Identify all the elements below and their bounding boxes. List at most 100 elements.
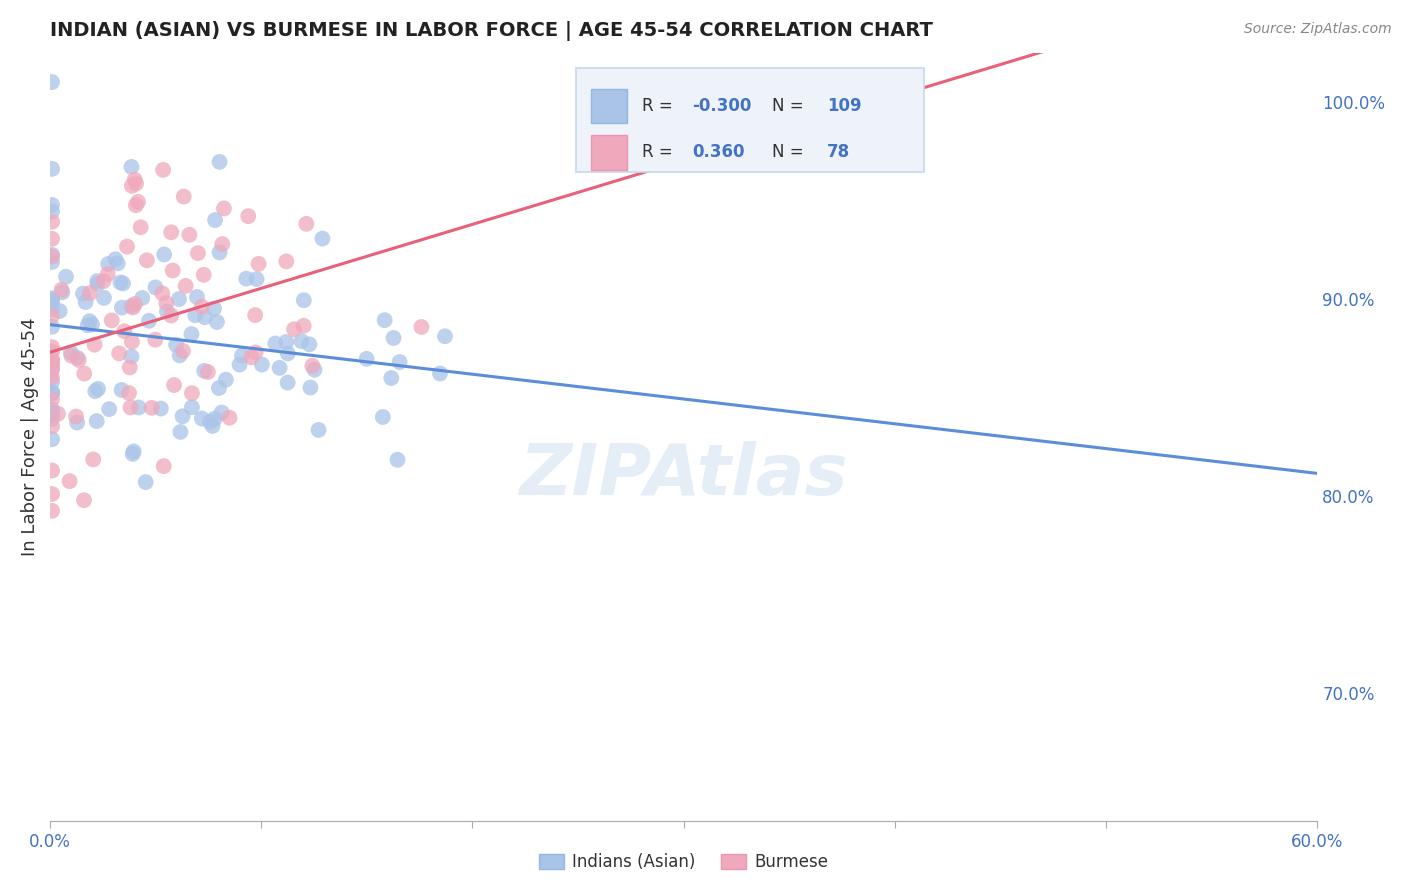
Point [41, 319, 63, 334]
Point [60, 349, 83, 363]
Point [41, 386, 63, 401]
Point [46, 407, 69, 421]
Point [98, 402, 121, 417]
Point [41, 161, 63, 176]
Point [197, 365, 219, 379]
Point [208, 245, 231, 260]
Point [115, 239, 138, 253]
Text: INDIAN (ASIAN) VS BURMESE IN LABOR FORCE | AGE 45-54 CORRELATION CHART: INDIAN (ASIAN) VS BURMESE IN LABOR FORCE… [51, 21, 932, 41]
Point [388, 355, 411, 369]
Point [153, 247, 176, 261]
Point [93, 274, 115, 288]
Point [194, 310, 217, 325]
Point [172, 409, 194, 424]
Text: 0.360: 0.360 [693, 144, 745, 161]
Point [107, 256, 129, 270]
Point [160, 225, 183, 239]
Point [66, 416, 89, 430]
Point [162, 263, 184, 277]
FancyBboxPatch shape [591, 136, 627, 169]
Point [41, 248, 63, 262]
Point [41, 355, 63, 369]
Point [73, 367, 96, 381]
Point [371, 410, 394, 425]
Point [124, 297, 146, 311]
Point [231, 349, 253, 363]
Point [121, 447, 143, 461]
Point [41, 402, 63, 417]
Point [118, 386, 141, 401]
Point [218, 410, 240, 425]
Point [245, 272, 267, 286]
Point [215, 373, 238, 387]
Point [245, 345, 267, 359]
Point [434, 329, 457, 343]
Point [181, 386, 204, 401]
Point [41, 302, 63, 317]
Point [41, 385, 63, 400]
Point [149, 401, 172, 416]
Point [80, 318, 103, 332]
Point [205, 315, 228, 329]
Point [41, 215, 63, 229]
Point [191, 300, 214, 314]
Point [41, 250, 63, 264]
Point [235, 271, 257, 285]
Point [180, 327, 202, 342]
Point [290, 334, 312, 348]
Point [193, 364, 215, 378]
Point [41, 392, 63, 407]
Point [41, 344, 63, 359]
Point [155, 296, 177, 310]
Point [264, 336, 287, 351]
Point [295, 217, 318, 231]
Point [173, 189, 195, 203]
Point [429, 367, 451, 381]
Point [208, 155, 231, 169]
Point [124, 172, 146, 186]
Point [76, 318, 98, 333]
Point [138, 314, 160, 328]
Point [41, 198, 63, 212]
Point [179, 227, 201, 242]
Point [152, 163, 174, 178]
Point [111, 277, 134, 291]
Point [160, 309, 183, 323]
Point [141, 401, 163, 415]
Point [41, 384, 63, 399]
Point [356, 351, 378, 366]
Point [128, 401, 150, 415]
Point [135, 475, 157, 489]
Point [240, 351, 263, 365]
Point [276, 254, 298, 268]
Point [41, 487, 63, 501]
Point [380, 371, 402, 385]
Point [72, 286, 94, 301]
Point [41, 432, 63, 446]
Point [120, 401, 142, 415]
Text: N =: N = [772, 144, 810, 161]
Point [41, 340, 63, 354]
Point [382, 331, 405, 345]
Point [387, 452, 409, 467]
Point [181, 401, 204, 415]
Point [87, 382, 110, 396]
Point [111, 301, 134, 315]
Point [121, 160, 143, 174]
Point [169, 425, 191, 439]
Point [41, 309, 63, 323]
FancyBboxPatch shape [591, 88, 627, 123]
Point [41, 291, 63, 305]
Point [75, 295, 97, 310]
Point [276, 334, 298, 349]
Point [97, 267, 120, 281]
Point [41, 419, 63, 434]
Point [277, 346, 299, 360]
Point [292, 318, 315, 333]
Point [135, 253, 157, 268]
Point [163, 378, 186, 392]
Point [202, 301, 225, 316]
Point [298, 337, 321, 351]
Point [198, 415, 221, 429]
Point [41, 362, 63, 376]
